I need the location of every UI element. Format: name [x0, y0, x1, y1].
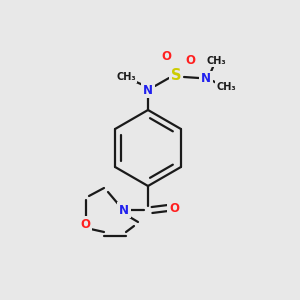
Text: O: O: [80, 218, 90, 230]
Text: N: N: [201, 73, 211, 85]
Text: O: O: [161, 50, 171, 64]
Text: S: S: [171, 68, 181, 82]
Text: CH₃: CH₃: [206, 56, 226, 66]
Text: CH₃: CH₃: [216, 82, 236, 92]
Text: N: N: [143, 83, 153, 97]
Text: O: O: [169, 202, 179, 214]
Text: CH₃: CH₃: [116, 72, 136, 82]
Text: N: N: [119, 203, 129, 217]
Text: O: O: [185, 55, 195, 68]
